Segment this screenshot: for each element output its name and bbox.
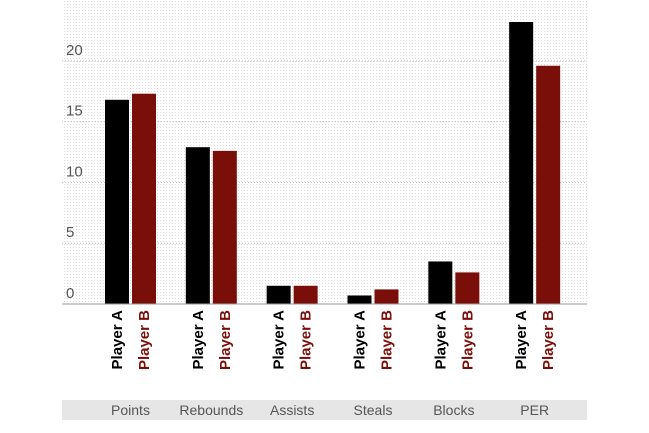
series-labels: Player A Player B Player A Player B Player A… [109, 310, 557, 370]
bar-rebounds-player-a [185, 147, 210, 304]
bar-blocks-player-b [455, 272, 480, 304]
bars [105, 22, 561, 304]
y-tick-label-10: 10 [66, 163, 83, 180]
y-tick-label-20: 20 [66, 42, 83, 59]
series-label-points-player-b: Player B [136, 310, 153, 370]
series-label-blocks-player-b: Player B [459, 310, 476, 370]
category-band [62, 400, 587, 420]
category-label-blocks: Blocks [433, 402, 474, 418]
bar-assists-player-b [293, 285, 318, 304]
y-tick-label-15: 15 [66, 103, 83, 120]
bar-rebounds-player-b [212, 150, 237, 304]
series-label-assists-player-a: Player A [271, 310, 288, 370]
bar-per-player-a [509, 22, 534, 304]
bar-points-player-b [132, 93, 156, 304]
bar-steals-player-a [347, 295, 372, 304]
category-label-points: Points [111, 402, 150, 418]
y-tick-label-0: 0 [66, 285, 74, 302]
bar-blocks-player-a [428, 261, 453, 304]
bar-points-player-a [105, 99, 129, 304]
series-label-assists-player-b: Player B [298, 310, 315, 370]
category-labels: Points Rebounds Assists Steals Blocks PER [111, 402, 549, 418]
bar-per-player-b [536, 65, 561, 304]
y-axis-ticks: 0 5 10 15 20 [66, 42, 83, 302]
category-label-rebounds: Rebounds [179, 402, 243, 418]
series-label-blocks-player-a: Player A [432, 310, 449, 370]
series-label-rebounds-player-b: Player B [217, 310, 234, 370]
category-label-assists: Assists [270, 402, 314, 418]
series-label-per-player-a: Player A [513, 310, 530, 370]
bar-assists-player-a [266, 285, 291, 304]
y-tick-label-5: 5 [66, 224, 74, 241]
series-label-steals-player-b: Player B [379, 310, 396, 370]
series-label-rebounds-player-a: Player A [190, 310, 207, 370]
series-label-steals-player-a: Player A [352, 310, 369, 370]
series-label-per-player-b: Player B [540, 310, 557, 370]
category-label-per: PER [520, 402, 549, 418]
bar-steals-player-b [374, 289, 399, 304]
category-label-steals: Steals [354, 402, 393, 418]
series-label-points-player-a: Player A [109, 310, 126, 370]
